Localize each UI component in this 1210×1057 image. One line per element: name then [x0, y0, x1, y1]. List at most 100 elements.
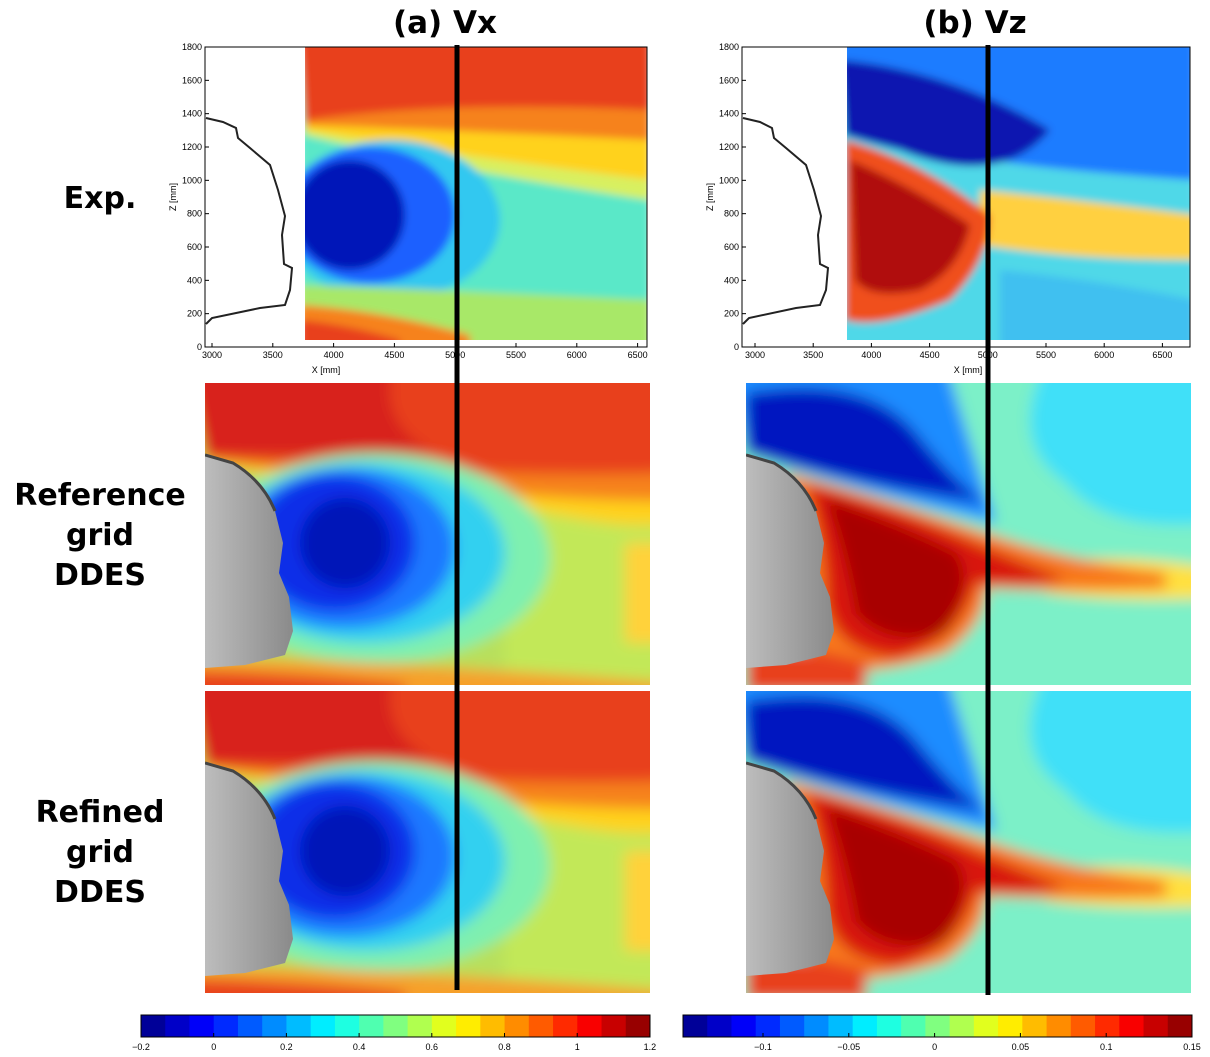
- colorbar-tick-label: 0: [932, 1042, 937, 1052]
- contour-shape: [204, 46, 648, 348]
- colorbar-step: [165, 1015, 190, 1037]
- exp-vx-field: [305, 47, 647, 340]
- y-tick-label: 800: [187, 209, 202, 219]
- axis-labels: X [mm] Z [mm] X [mm] Z [mm]: [168, 183, 982, 375]
- colorbar-tick-label: 0: [211, 1042, 216, 1052]
- y-tick-label: 1800: [182, 42, 202, 52]
- x-tick-label: 3500: [263, 350, 283, 360]
- y-tick-label: 0: [197, 342, 202, 352]
- colorbar-step: [1022, 1015, 1048, 1037]
- colorbar-step: [852, 1015, 878, 1037]
- colorbar-tick-label: 1: [575, 1042, 580, 1052]
- colorbar-step: [189, 1015, 215, 1037]
- colorbar-step: [998, 1015, 1023, 1037]
- refined-vx-field: [185, 671, 670, 1013]
- contour-shape: [205, 117, 294, 325]
- contour-shape: [305, 47, 647, 340]
- colorbar-tick-label: −0.2: [132, 1042, 150, 1052]
- row-label: Reference: [14, 478, 185, 513]
- y-tick-label: 1400: [182, 109, 202, 119]
- refined-vz-field: [726, 671, 1210, 1013]
- colorbar-step: [1167, 1015, 1193, 1037]
- exp-vz-field: [847, 47, 1190, 340]
- ref-vx-field: [185, 363, 670, 705]
- colorbar-step: [625, 1015, 651, 1037]
- row-label: Exp.: [64, 181, 137, 216]
- colorbar-step: [731, 1015, 757, 1037]
- row-label: Refined: [36, 795, 165, 830]
- column-title: (b) Vz: [923, 5, 1026, 41]
- y-tick-label: 200: [187, 309, 202, 319]
- row-label: grid: [66, 518, 134, 553]
- y-tick-label: 1400: [719, 109, 739, 119]
- contour-shape: [305, 47, 647, 120]
- y-tick-label: 400: [724, 275, 739, 285]
- colorbar-step: [504, 1015, 530, 1037]
- colorbar-step: [901, 1015, 926, 1037]
- colorbar-step: [804, 1015, 829, 1037]
- x-tick-label: 4000: [324, 350, 344, 360]
- colorbar-step: [480, 1015, 506, 1037]
- x-axis-label: X [mm]: [312, 365, 341, 375]
- y-tick-label: 1000: [182, 175, 202, 185]
- colorbar-tick-label: 0.6: [426, 1042, 439, 1052]
- y-tick-label: 800: [724, 209, 739, 219]
- colorbar-step: [876, 1015, 902, 1037]
- colorbar-step: [1143, 1015, 1169, 1037]
- colorbar-tick-label: 0.15: [1183, 1042, 1201, 1052]
- x-axis-label: X [mm]: [954, 365, 983, 375]
- colorbar-tick-label: 1.2: [644, 1042, 657, 1052]
- colorbar-step: [359, 1015, 384, 1037]
- colorbar-step: [262, 1015, 287, 1037]
- contour-shape: [847, 47, 1190, 340]
- colorbar-step: [779, 1015, 805, 1037]
- colorbar-step: [213, 1015, 239, 1037]
- x-tick-label: 6000: [567, 350, 587, 360]
- colorbar-step: [237, 1015, 263, 1037]
- y-tick-label: 1600: [719, 75, 739, 85]
- colorbar-frame: [682, 1014, 1193, 1038]
- x-tick-label: 4500: [920, 350, 940, 360]
- colorbar-step: [828, 1015, 854, 1037]
- exp-vz-axes: [741, 46, 1191, 348]
- colorbar-step: [755, 1015, 781, 1037]
- colorbar-step: [286, 1015, 312, 1037]
- colorbar-step: [456, 1015, 481, 1037]
- contour-shape: [305, 320, 400, 340]
- colorbar-tick-label: 0.8: [498, 1042, 511, 1052]
- x-tick-label: 6000: [1094, 350, 1114, 360]
- x-tick-label: 4000: [861, 350, 881, 360]
- colorbar-tick-label: −0.05: [837, 1042, 860, 1052]
- colorbar-step: [577, 1015, 603, 1037]
- colorbar-tick-label: 0.05: [1012, 1042, 1030, 1052]
- colorbar-step: [601, 1015, 627, 1037]
- x-tick-label: 6500: [628, 350, 648, 360]
- colorbar-step: [407, 1015, 433, 1037]
- y-tick-label: 600: [187, 242, 202, 252]
- x-tick-label: 3000: [745, 350, 765, 360]
- colorbar-frame: [140, 1014, 651, 1038]
- colorbar-step: [925, 1015, 951, 1037]
- colorbar-tick-label: 0.2: [280, 1042, 293, 1052]
- ref-vz-field: [726, 363, 1210, 705]
- colorbar-vz: −0.1 −0.05 0 0.05 0.1 0.15: [682, 1014, 1201, 1052]
- x-tick-label: 3500: [803, 350, 823, 360]
- y-tick-label: 1600: [182, 75, 202, 85]
- row-label: grid: [66, 835, 134, 870]
- contour-shape: [742, 117, 830, 325]
- exp-vx-axes: [204, 46, 648, 348]
- y-tick-label: 1800: [719, 42, 739, 52]
- colorbar-step: [949, 1015, 975, 1037]
- y-tick-label: 1200: [182, 142, 202, 152]
- y-tick-label: 0: [734, 342, 739, 352]
- x-tick-label: 5500: [506, 350, 526, 360]
- y-tick-label: 1200: [719, 142, 739, 152]
- colorbar-step: [310, 1015, 336, 1037]
- x-tick-label: 3000: [202, 350, 222, 360]
- colorbar-tick-label: 0.1: [1100, 1042, 1113, 1052]
- colorbar-step: [1119, 1015, 1145, 1037]
- colorbar-step: [553, 1015, 578, 1037]
- y-tick-label: 400: [187, 275, 202, 285]
